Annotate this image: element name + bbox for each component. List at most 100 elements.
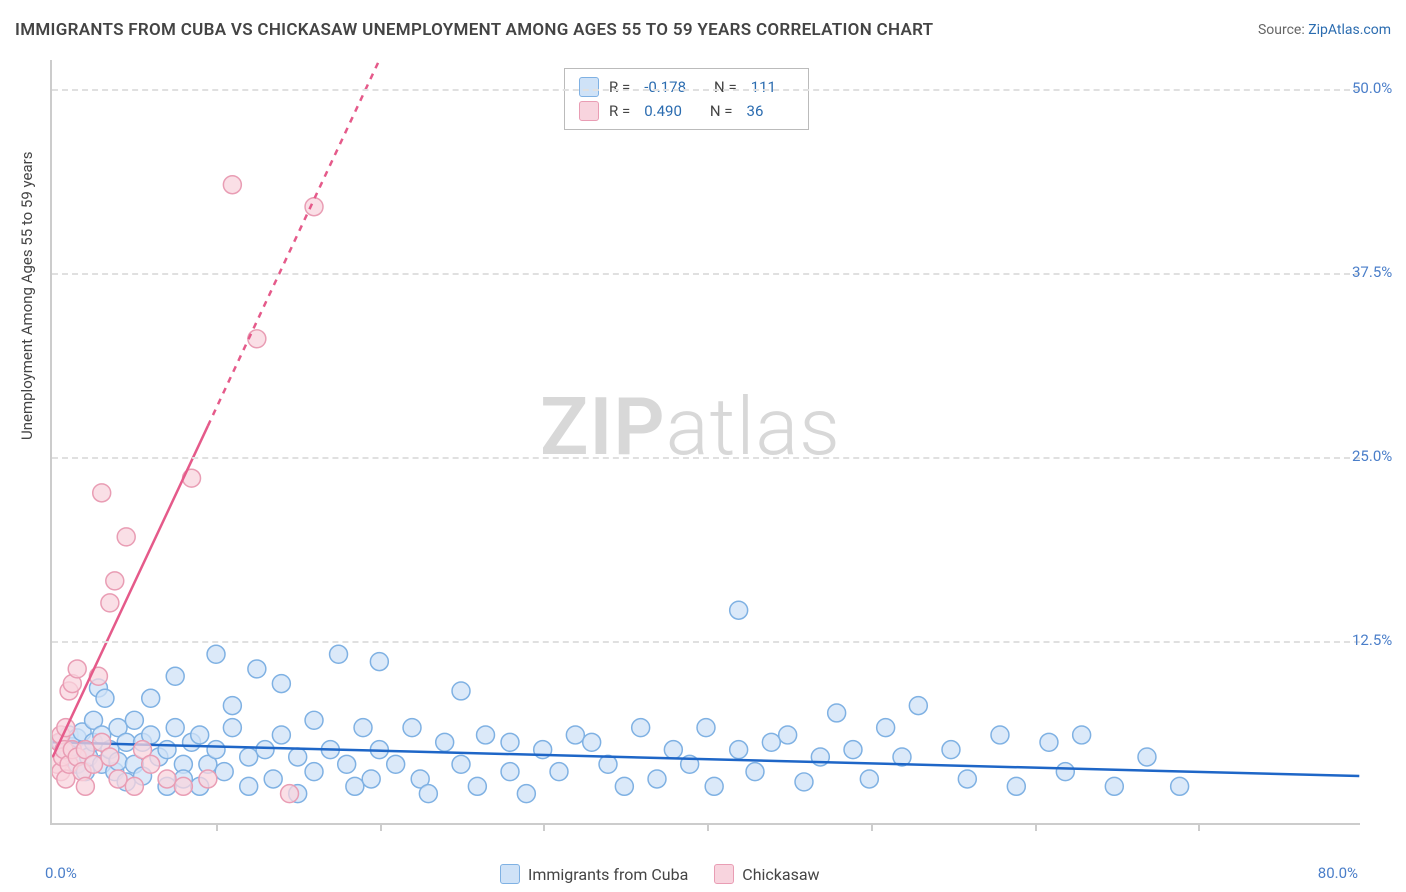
data-point-cuba [346,777,364,795]
data-point-cuba [877,719,895,737]
legend-stat-row-cuba: R =-0.178N =111 [579,75,794,99]
data-point-cuba [452,682,470,700]
data-point-cuba [942,741,960,759]
y-tick-label: 50.0% [1352,79,1406,97]
data-point-cuba [240,777,258,795]
data-point-cuba [1171,777,1189,795]
data-point-cuba [191,726,209,744]
data-point-cuba [828,704,846,722]
data-point-cuba [705,777,723,795]
x-axis-min-label: 0.0% [45,864,77,882]
data-point-cuba [844,741,862,759]
chart-title: IMMIGRANTS FROM CUBA VS CHICKASAW UNEMPL… [15,20,933,40]
data-point-cuba [125,711,143,729]
data-point-cuba [1056,763,1074,781]
data-point-chickasaw [101,594,119,612]
data-point-cuba [223,697,241,715]
legend-item: Chickasaw [714,864,819,884]
chart-plot-area: R =-0.178N =111R =0.490N =36 12.5%25.0%3… [50,60,1360,825]
legend-swatch-icon [714,864,734,884]
data-point-cuba [289,748,307,766]
data-point-chickasaw [106,572,124,590]
y-axis-label: Unemployment Among Ages 55 to 59 years [18,152,36,440]
legend-swatch-icon [579,101,599,121]
data-point-cuba [909,697,927,715]
data-point-cuba [991,726,1009,744]
data-point-cuba [1138,748,1156,766]
legend-stat-row-chickasaw: R =0.490N =36 [579,99,794,123]
x-tick [707,823,709,831]
data-point-cuba [158,741,176,759]
data-point-cuba [632,719,650,737]
data-point-cuba [166,667,184,685]
data-point-cuba [501,733,519,751]
data-point-chickasaw [142,755,160,773]
data-point-cuba [1073,726,1091,744]
data-point-chickasaw [101,748,119,766]
data-point-chickasaw [93,484,111,502]
data-point-cuba [207,645,225,663]
data-point-cuba [117,733,135,751]
x-tick [216,823,218,831]
scatter-plot-svg [52,60,1360,823]
data-point-chickasaw [248,330,266,348]
legend-r-label: R = [609,75,630,99]
data-point-chickasaw [117,528,135,546]
data-point-chickasaw [223,176,241,194]
legend-n-label: N = [714,75,737,99]
y-tick-label: 12.5% [1352,631,1406,649]
series-legend: Immigrants from Cuba Chickasaw [500,864,820,884]
data-point-chickasaw [109,770,127,788]
legend-r-value: 0.490 [644,99,682,123]
source-label: Source: [1258,22,1305,38]
data-point-cuba [387,755,405,773]
legend-item: Immigrants from Cuba [500,864,688,884]
data-point-cuba [615,777,633,795]
correlation-legend: R =-0.178N =111R =0.490N =36 [564,68,809,130]
gridline [52,273,1360,275]
data-point-cuba [779,726,797,744]
data-point-cuba [436,733,454,751]
gridline [52,457,1360,459]
data-point-cuba [795,773,813,791]
data-point-cuba [207,741,225,759]
data-point-chickasaw [158,770,176,788]
x-tick [1198,823,1200,831]
trend-line-chickasaw-dashed [208,60,379,426]
y-tick-label: 37.5% [1352,263,1406,281]
data-point-cuba [96,689,114,707]
data-point-cuba [272,675,290,693]
data-point-cuba [583,733,601,751]
y-tick-label: 25.0% [1352,447,1406,465]
trend-line-chickasaw [53,426,208,757]
data-point-cuba [697,719,715,737]
source-attribution: Source: ZipAtlas.com [1258,22,1391,38]
data-point-cuba [362,770,380,788]
x-tick [871,823,873,831]
source-link[interactable]: ZipAtlas.com [1308,22,1391,38]
data-point-cuba [256,741,274,759]
data-point-cuba [517,785,535,803]
data-point-cuba [477,726,495,744]
data-point-cuba [330,645,348,663]
data-point-cuba [664,741,682,759]
data-point-cuba [305,763,323,781]
data-point-chickasaw [281,785,299,803]
data-point-cuba [215,763,233,781]
data-point-cuba [730,601,748,619]
data-point-chickasaw [68,660,86,678]
data-point-cuba [166,719,184,737]
legend-r-label: R = [609,99,630,123]
data-point-cuba [452,755,470,773]
data-point-chickasaw [174,777,192,795]
data-point-cuba [730,741,748,759]
data-point-cuba [648,770,666,788]
x-tick [543,823,545,831]
x-axis-max-label: 80.0% [1318,864,1358,882]
legend-n-value: 111 [751,75,776,99]
data-point-chickasaw [305,198,323,216]
data-point-cuba [272,726,290,744]
data-point-cuba [746,763,764,781]
data-point-cuba [501,763,519,781]
x-tick [380,823,382,831]
